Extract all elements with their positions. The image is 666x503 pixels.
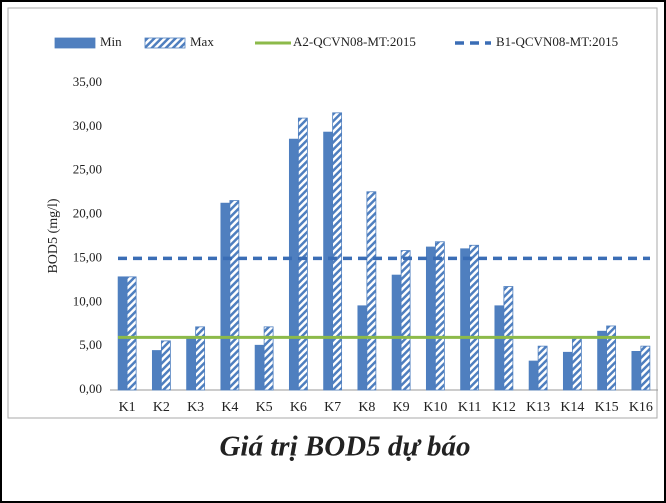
x-tick-label: K2: [153, 400, 170, 415]
y-tick-label: 25,00: [73, 162, 102, 177]
bar: [357, 305, 368, 391]
bar: [366, 191, 377, 391]
bar: [263, 326, 274, 391]
x-tick-label: K15: [595, 400, 619, 415]
bar: [151, 350, 162, 391]
bar: [425, 246, 436, 391]
x-tick-label: K4: [221, 400, 238, 415]
bar: [288, 138, 299, 391]
x-tick-label: K6: [290, 400, 307, 415]
legend-swatch: [54, 37, 96, 49]
y-tick-label: 35,00: [73, 74, 102, 89]
bar: [631, 351, 642, 391]
bar: [528, 360, 539, 391]
bar: [220, 202, 231, 391]
bar: [640, 345, 651, 391]
y-tick-label: 30,00: [73, 118, 102, 133]
y-tick-label: 10,00: [73, 293, 102, 308]
bar: [537, 345, 548, 391]
x-tick-label: K8: [358, 400, 375, 415]
caption: Giá trị BOD5 dự báo: [219, 431, 470, 463]
bar: [186, 336, 197, 391]
x-tick-label: K3: [187, 400, 204, 415]
y-tick-label: 5,00: [79, 337, 102, 352]
bar: [571, 336, 582, 391]
bar: [562, 351, 573, 391]
x-tick-label: K5: [256, 400, 273, 415]
legend-label: A2-QCVN08-MT:2015: [293, 34, 416, 49]
bar: [160, 340, 171, 391]
x-tick-label: K7: [324, 400, 341, 415]
bar: [297, 117, 308, 391]
legend-swatch: [144, 37, 186, 49]
bar: [117, 276, 128, 391]
bar: [400, 250, 411, 391]
bar: [332, 112, 343, 391]
bar: [195, 326, 206, 391]
bar: [597, 330, 608, 391]
y-tick-label: 20,00: [73, 206, 102, 221]
x-tick-label: K13: [526, 400, 550, 415]
x-tick-label: K14: [560, 400, 584, 415]
legend-label: Min: [100, 34, 122, 49]
bar: [606, 325, 617, 391]
legend-label: Max: [190, 34, 214, 49]
x-tick-label: K11: [458, 400, 482, 415]
bar: [494, 305, 505, 391]
bar: [391, 274, 402, 391]
bar: [254, 344, 265, 391]
bar: [460, 248, 471, 391]
bar: [229, 200, 240, 391]
bar: [469, 244, 480, 391]
bar: [434, 241, 445, 391]
bar: [323, 131, 334, 391]
x-tick-label: K12: [492, 400, 516, 415]
y-axis-label: BOD5 (mg/l): [46, 198, 61, 273]
x-tick-label: K16: [629, 400, 653, 415]
y-tick-label: 15,00: [73, 249, 102, 264]
legend-label: B1-QCVN08-MT:2015: [496, 34, 618, 49]
x-tick-label: K1: [119, 400, 136, 415]
x-tick-label: K9: [393, 400, 410, 415]
y-tick-label: 0,00: [79, 381, 102, 396]
bar: [126, 276, 137, 391]
x-tick-label: K10: [423, 400, 447, 415]
